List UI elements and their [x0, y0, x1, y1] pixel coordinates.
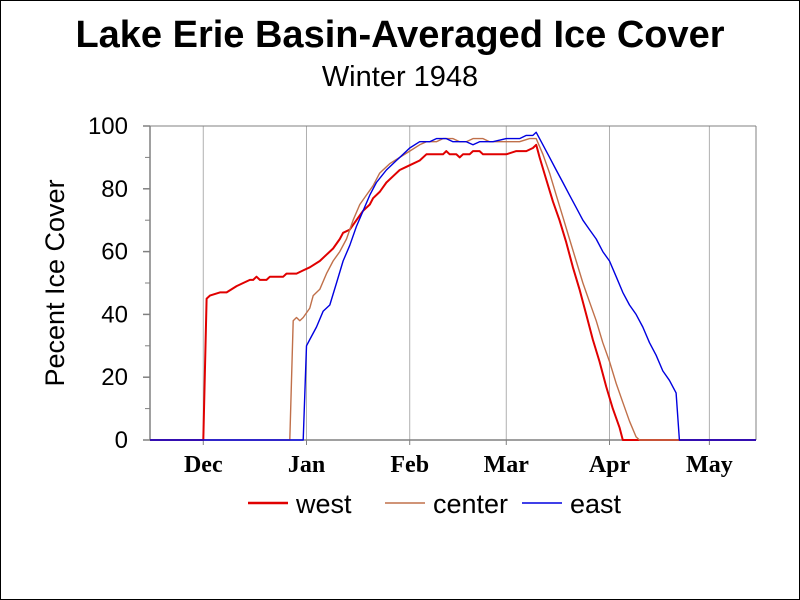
legend-label-center: center	[433, 489, 508, 519]
chart-title: Lake Erie Basin-Averaged Ice Cover	[75, 14, 725, 56]
series-line-east	[150, 131, 756, 441]
y-tick-label: 40	[101, 301, 128, 328]
y-tick-label: 60	[101, 239, 128, 266]
y-ticks: 0 20 40 60 80 100	[88, 113, 150, 454]
y-axis-label: Pecent Ice Cover	[40, 179, 70, 386]
y-tick-label: 20	[101, 364, 128, 391]
y-tick-label: 100	[88, 113, 128, 140]
x-tick-label-apr: Apr	[589, 452, 631, 478]
chart-subtitle: Winter 1948	[321, 61, 479, 93]
legend-label-east: east	[570, 489, 622, 519]
series-line-west	[150, 143, 756, 441]
grid-lines	[202, 126, 710, 440]
x-tick-label-may: May	[686, 452, 733, 478]
x-ticks: Dec Jan Feb Mar Apr May	[184, 440, 733, 478]
legend-label-west: west	[295, 489, 352, 519]
x-tick-label-dec: Dec	[184, 452, 223, 478]
y-tick-label: 0	[115, 427, 128, 454]
x-tick-label-jan: Jan	[288, 452, 325, 478]
series-lines	[150, 131, 756, 441]
x-tick-label-feb: Feb	[390, 452, 429, 478]
y-tick-label: 80	[101, 176, 128, 203]
legend: west center east	[248, 489, 622, 519]
series-line-center	[150, 137, 756, 441]
x-tick-label-mar: Mar	[484, 452, 530, 478]
